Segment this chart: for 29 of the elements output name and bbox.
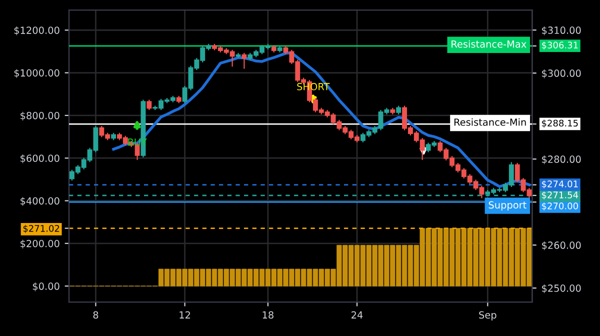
y2-tick-label: $288.15 xyxy=(542,120,578,128)
y2-tick-label: $300.00 xyxy=(542,69,581,78)
annotation: BUY xyxy=(128,138,147,146)
y-tick-label: $600.00 xyxy=(20,154,60,164)
x-tick-label: Sep xyxy=(479,311,496,320)
x-tick-label: 18 xyxy=(262,311,274,319)
y2-tick-label: $280.00 xyxy=(542,155,581,164)
y2-tick-label: $260.00 xyxy=(542,241,581,250)
y-tick-label: $400.00 xyxy=(20,197,60,206)
y2-tick-label: $271.54 xyxy=(542,191,578,200)
ref-line-label: Support xyxy=(488,201,526,210)
y-tick-label: $0.00 xyxy=(32,282,60,292)
y2-tick-label: $250.00 xyxy=(542,284,581,294)
ref-line-label: Resistance-Min xyxy=(454,118,526,126)
y2-tick-label: $310.00 xyxy=(542,26,581,36)
y-tick-label: $1000.00 xyxy=(14,69,60,78)
y2-tick-label: $274.01 xyxy=(542,180,578,189)
x-tick-label: 12 xyxy=(180,311,190,318)
y2-tick-label: $270.00 xyxy=(542,202,578,211)
candlestick xyxy=(146,99,152,111)
y2-tick-label: $306.31 xyxy=(542,41,578,50)
y-tick-label: $1200.00 xyxy=(14,26,60,36)
x-tick-label: 24 xyxy=(352,311,363,318)
ref-line-label: Resistance-Max xyxy=(452,40,526,48)
y-tick-label: $271.02 xyxy=(23,224,60,234)
y-tick-label: $800.00 xyxy=(20,112,60,121)
y-tick-label: $200.00 xyxy=(20,240,60,249)
x-tick-label: 8 xyxy=(93,311,98,319)
candlestick xyxy=(242,52,247,70)
